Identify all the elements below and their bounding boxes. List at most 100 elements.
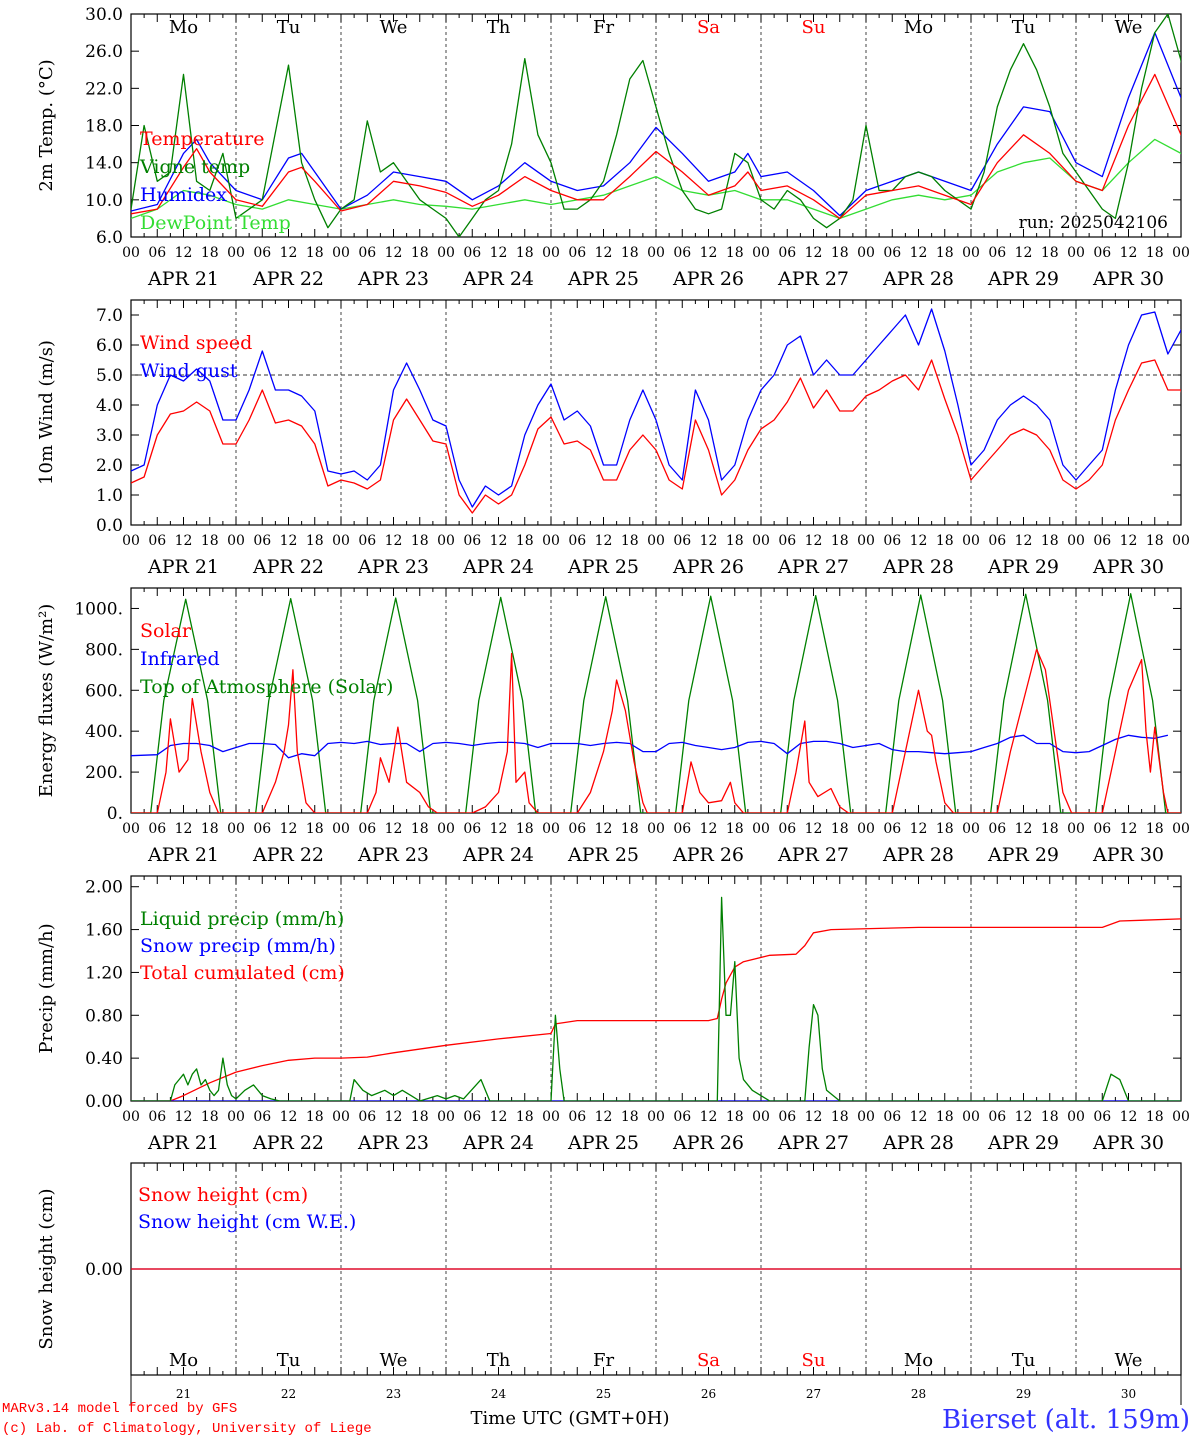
x-hour-label: 06 — [148, 1109, 166, 1125]
weekday-label: Sa — [697, 17, 720, 38]
x-hour-label: 18 — [621, 245, 639, 261]
weekday-label: Mo — [169, 17, 198, 38]
x-date-label: APR 24 — [462, 556, 534, 578]
x-hour-label: 06 — [358, 821, 376, 837]
legend-entry: DewPoint Temp — [140, 212, 291, 234]
legend-entry: Snow height (cm W.E.) — [138, 1211, 356, 1233]
x-hour-label: 06 — [778, 533, 796, 549]
x-hour-label: 18 — [201, 245, 219, 261]
x-hour-label: 12 — [280, 533, 298, 549]
run-label: run: 2025042106 — [1019, 213, 1168, 233]
series-line-solar — [131, 648, 1181, 813]
chart-panel-3: 0. 200. 400. 600. 800. 1000. Energy fluxes (W/… — [36, 587, 1190, 866]
x-hour-label: 00 — [962, 245, 980, 261]
x-hour-label: 18 — [411, 533, 429, 549]
x-date-label: APR 27 — [777, 268, 849, 290]
x-hour-label: 00 — [332, 821, 350, 837]
weekday-label: Tu — [277, 17, 301, 38]
x-hour-label: 06 — [568, 533, 586, 549]
x-hour-label: 00 — [1172, 533, 1190, 549]
day-number-label: 21 — [176, 1387, 191, 1401]
x-date-label: APR 30 — [1092, 1132, 1164, 1154]
x-hour-label: 06 — [148, 821, 166, 837]
legend-entry: Wind speed — [140, 332, 252, 354]
x-hour-label: 06 — [883, 1109, 901, 1125]
x-hour-label: 18 — [831, 1109, 849, 1125]
y-tick-label: 1.60 — [85, 921, 123, 941]
x-hour-label: 18 — [1146, 245, 1164, 261]
x-date-label: APR 25 — [567, 1132, 639, 1154]
chart-panel-1: 6.0 10.0 14.0 18.0 22.0 26.0 30.0 2m Temp. (°C)… — [36, 5, 1190, 290]
x-date-label: APR 26 — [672, 844, 744, 866]
y-axis-label: 10m Wind (m/s) — [36, 340, 57, 485]
series-group — [131, 14, 1181, 237]
x-hour-label: 00 — [332, 533, 350, 549]
x-hour-label: 12 — [595, 245, 613, 261]
x-hour-label: 12 — [910, 1109, 928, 1125]
series-line-humidex — [131, 31, 1181, 217]
day-number-label: 23 — [386, 1387, 401, 1401]
series-line-liquid-precip-mm-h- — [131, 896, 1181, 1101]
x-hour-label: 12 — [280, 245, 298, 261]
y-tick-label: 10.0 — [85, 191, 123, 211]
x-hour-label: 18 — [516, 1109, 534, 1125]
x-hour-label: 06 — [358, 1109, 376, 1125]
x-hour-label: 12 — [490, 533, 508, 549]
x-hour-label: 12 — [805, 1109, 823, 1125]
x-hour-label: 06 — [988, 533, 1006, 549]
footer-model-credit: MARv3.14 model forced by GFS — [2, 1401, 237, 1417]
x-hour-label: 12 — [1015, 1109, 1033, 1125]
legend-entry: Vigne temp — [139, 156, 250, 178]
series-line-top-of-atmosphere-solar- — [131, 593, 1181, 813]
x-hour-label: 06 — [463, 533, 481, 549]
x-hour-label: 18 — [1146, 821, 1164, 837]
plot-frame — [130, 299, 1182, 526]
weekday-label: Tu — [277, 1350, 301, 1371]
x-hour-label: 18 — [831, 245, 849, 261]
x-hour-label: 00 — [332, 245, 350, 261]
x-hour-label: 12 — [805, 533, 823, 549]
series-line-wind-gust — [131, 308, 1181, 508]
x-hour-label: 00 — [542, 1109, 560, 1125]
x-hour-label: 06 — [883, 533, 901, 549]
x-date-label: APR 24 — [462, 844, 534, 866]
x-hour-label: 00 — [857, 245, 875, 261]
x-hour-label: 12 — [175, 1109, 193, 1125]
x-hour-label: 06 — [673, 245, 691, 261]
y-axis-label: Precip (mm/h) — [36, 923, 57, 1053]
x-date-label: APR 29 — [987, 268, 1059, 290]
x-hour-label: 18 — [306, 821, 324, 837]
x-hour-label: 12 — [595, 533, 613, 549]
x-hour-label: 06 — [1093, 533, 1111, 549]
x-hour-label: 18 — [1041, 245, 1059, 261]
x-date-label: APR 24 — [462, 268, 534, 290]
y-tick-label: 6.0 — [96, 336, 123, 356]
x-hour-label: 00 — [437, 1109, 455, 1125]
x-hour-label: 12 — [1015, 821, 1033, 837]
series-group — [131, 308, 1181, 514]
x-hour-label: 06 — [253, 1109, 271, 1125]
x-date-label: APR 25 — [567, 844, 639, 866]
chart-panel-2: 0.0 1.0 2.0 3.0 4.0 5.0 6.0 7.0 10m Wind (m/s) Wi… — [36, 299, 1190, 578]
x-date-label: APR 25 — [567, 556, 639, 578]
x-hour-label: 06 — [673, 533, 691, 549]
x-hour-label: 18 — [1041, 821, 1059, 837]
x-hour-label: 06 — [988, 1109, 1006, 1125]
x-hour-label: 18 — [1146, 1109, 1164, 1125]
x-hour-label: 00 — [1172, 245, 1190, 261]
x-hour-label: 18 — [306, 245, 324, 261]
x-date-label: APR 27 — [777, 1132, 849, 1154]
legend-entry: Snow height (cm) — [138, 1184, 308, 1206]
x-hour-label: 06 — [253, 533, 271, 549]
x-hour-label: 18 — [201, 1109, 219, 1125]
x-hour-label: 12 — [1120, 1109, 1138, 1125]
x-date-label: APR 22 — [252, 268, 324, 290]
weekday-label: We — [1115, 17, 1143, 38]
series-line-total-cumulated-cm- — [131, 918, 1181, 1101]
x-hour-label: 12 — [280, 1109, 298, 1125]
weekday-label: Sa — [697, 1350, 720, 1371]
x-hour-label: 06 — [253, 245, 271, 261]
x-hour-label: 12 — [175, 533, 193, 549]
x-hour-label: 18 — [1041, 533, 1059, 549]
x-hour-label: 18 — [936, 533, 954, 549]
